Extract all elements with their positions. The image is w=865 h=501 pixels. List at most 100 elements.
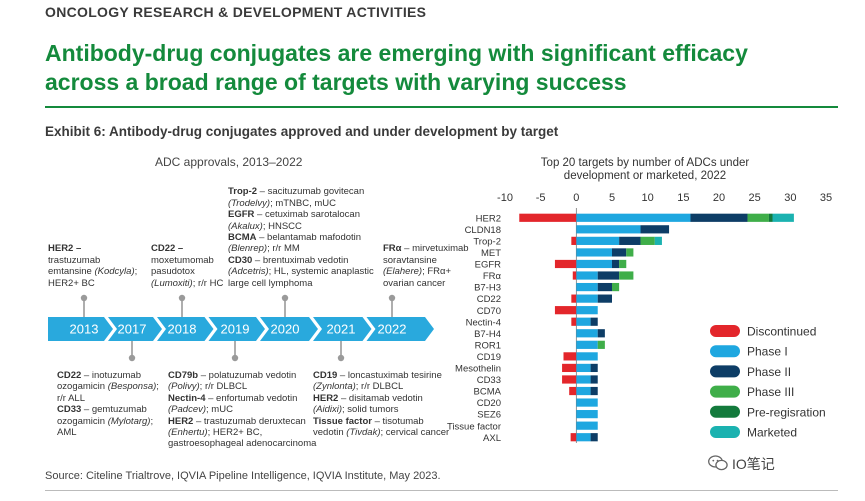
category-label: FRα bbox=[483, 271, 502, 282]
legend-label: Phase I bbox=[747, 345, 788, 359]
bar-phase-ii bbox=[597, 329, 605, 338]
approval-note-2020: Trop-2 – sacituzumab govitecan (Trodelvy)… bbox=[228, 186, 374, 289]
timeline-year-2022: 2022 bbox=[378, 322, 407, 337]
timeline-segment-2021 bbox=[313, 317, 372, 341]
chart-title-line-2: development or marketed, 2022 bbox=[564, 170, 726, 182]
timeline-title: ADC approvals, 2013–2022 bbox=[155, 155, 303, 169]
timeline-segment-2022 bbox=[366, 317, 434, 341]
category-label: CD70 bbox=[477, 306, 501, 317]
bar-discontinued bbox=[563, 352, 577, 361]
bar-discontinued bbox=[571, 317, 577, 326]
header-divider bbox=[45, 106, 838, 108]
legend-swatch bbox=[710, 385, 740, 398]
category-label: CD20 bbox=[477, 398, 501, 409]
legend-swatch bbox=[710, 325, 740, 337]
bar-phase-ii bbox=[597, 282, 612, 292]
category-label: CD22 bbox=[477, 294, 501, 305]
timeline-year-2013: 2013 bbox=[70, 322, 99, 337]
connector-dot-2020 bbox=[281, 294, 289, 302]
legend-label: Marketed bbox=[747, 426, 797, 440]
bar-phase-ii bbox=[597, 271, 620, 280]
approval-note-2018: CD22 – moxetumomab pasudotox (Lumoxiti); r/… bbox=[151, 243, 224, 289]
bar-discontinued bbox=[571, 294, 577, 303]
bar-marketed bbox=[654, 236, 662, 245]
watermark-text: IO笔记 bbox=[732, 456, 775, 472]
bar-phase-ii bbox=[612, 259, 620, 269]
approval-note-2013: HER2 – trastuzumab emtansine (Kodcyla); HER… bbox=[48, 243, 138, 289]
bar-phase-ii bbox=[590, 363, 598, 373]
bar-phase-i bbox=[576, 375, 591, 384]
category-label: Mesothelin bbox=[455, 364, 501, 375]
bar-pre-regisration bbox=[768, 213, 773, 222]
bar-phase-i bbox=[576, 259, 612, 269]
category-label: ROR1 bbox=[475, 340, 501, 351]
bar-phase-ii bbox=[640, 225, 670, 234]
connector-dot-2022 bbox=[388, 294, 396, 302]
timeline-year-2021: 2021 bbox=[327, 322, 356, 337]
category-label: EGFR bbox=[475, 260, 502, 271]
bar-discontinued bbox=[554, 259, 577, 269]
category-label: CD19 bbox=[477, 352, 501, 363]
bar-phase-ii bbox=[590, 433, 598, 442]
x-tick-label: 20 bbox=[713, 192, 725, 204]
bar-phase-iii bbox=[619, 259, 627, 269]
bar-phase-i bbox=[576, 225, 641, 234]
bar-discontinued bbox=[571, 236, 577, 245]
bar-phase-i bbox=[576, 306, 598, 315]
bar-phase-iii bbox=[619, 271, 634, 280]
timeline-year-2019: 2019 bbox=[221, 322, 250, 337]
wechat-icon bbox=[708, 455, 728, 471]
legend-label: Phase III bbox=[747, 385, 794, 399]
x-tick-label: -10 bbox=[497, 192, 513, 204]
timeline-year-2018: 2018 bbox=[168, 322, 197, 337]
category-label: CD33 bbox=[477, 375, 501, 386]
bar-phase-i bbox=[576, 294, 598, 303]
x-tick-label: 0 bbox=[573, 192, 579, 204]
bar-phase-ii bbox=[590, 386, 598, 396]
bar-discontinued bbox=[572, 271, 577, 280]
connector-dot-2021 bbox=[337, 354, 345, 362]
timeline-segment-2017 bbox=[108, 317, 162, 341]
timeline-segment-2013 bbox=[48, 317, 113, 341]
source-note: Source: Citeline Trialtrove, IQVIA Pipel… bbox=[45, 470, 441, 482]
x-tick-label: 10 bbox=[642, 192, 654, 204]
bar-phase-ii bbox=[597, 294, 612, 303]
bar-discontinued bbox=[554, 306, 577, 315]
bar-phase-ii bbox=[619, 236, 641, 245]
bar-phase-i bbox=[576, 271, 598, 280]
bar-discontinued bbox=[519, 213, 577, 222]
category-label: B7-H3 bbox=[474, 283, 501, 294]
category-label: CLDN18 bbox=[465, 225, 501, 236]
timeline-segment-2020 bbox=[260, 317, 318, 341]
bar-phase-i bbox=[576, 236, 620, 245]
legend-swatch bbox=[710, 365, 740, 378]
bar-discontinued bbox=[569, 386, 577, 396]
bar-phase-i bbox=[576, 410, 598, 419]
category-label: AXL bbox=[483, 433, 501, 444]
timeline-year-2020: 2020 bbox=[271, 322, 300, 337]
x-tick-label: 30 bbox=[784, 192, 796, 204]
bar-discontinued bbox=[562, 363, 577, 373]
approval-note-2022: FRα – mirvetuximab soravtansine (Elahere);… bbox=[383, 243, 469, 289]
approval-note-2017: CD22 – inotuzumab ozogamicin (Besponsa); r… bbox=[57, 370, 159, 439]
legend-swatch bbox=[710, 405, 740, 418]
category-label: MET bbox=[481, 248, 501, 259]
x-tick-label: -5 bbox=[536, 192, 546, 204]
category-label: Tissue factor bbox=[447, 421, 501, 432]
bar-phase-i bbox=[576, 329, 598, 338]
legend-label: Pre-regisration bbox=[747, 405, 826, 419]
category-label: Trop-2 bbox=[473, 236, 501, 247]
bar-phase-i bbox=[576, 386, 591, 396]
bar-discontinued bbox=[570, 433, 577, 442]
bar-phase-i bbox=[576, 317, 591, 326]
legend-label: Discontinued bbox=[747, 325, 816, 339]
x-tick-label: 35 bbox=[820, 192, 832, 204]
chart-title-line-1: Top 20 targets by number of ADCs under bbox=[541, 157, 750, 169]
timeline-year-2017: 2017 bbox=[118, 322, 147, 337]
timeline-segment-2018 bbox=[157, 317, 214, 341]
x-tick-label: 25 bbox=[749, 192, 761, 204]
footer-divider bbox=[45, 490, 838, 491]
connector-dot-2019 bbox=[231, 354, 239, 362]
bar-phase-iii bbox=[640, 236, 655, 245]
